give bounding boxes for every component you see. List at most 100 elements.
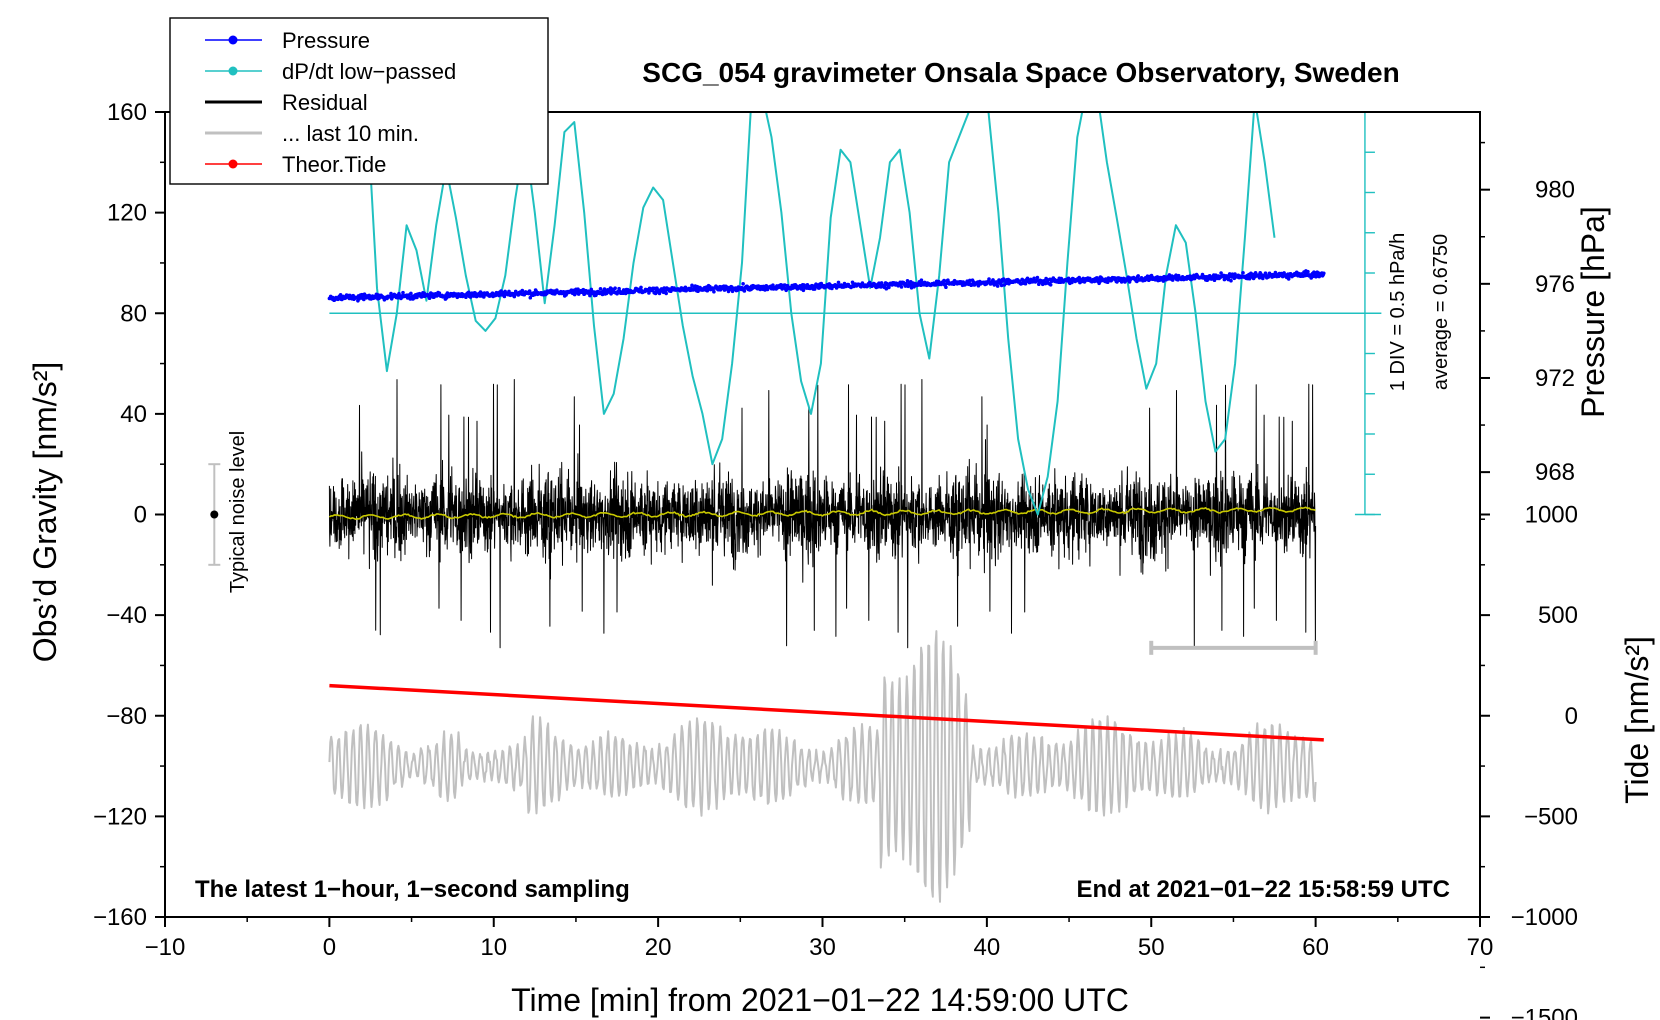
- y-tick-label: −160: [93, 904, 147, 931]
- tide-tick-label: 0: [1565, 703, 1578, 730]
- noise-bar-dot: [210, 510, 219, 519]
- legend-swatch-dot: [228, 159, 238, 169]
- pressure-point: [520, 288, 525, 293]
- pressure-point: [338, 293, 343, 297]
- pressure-point: [1322, 271, 1326, 276]
- pressure-point: [1314, 274, 1319, 279]
- pressure-point: [1023, 281, 1028, 286]
- annotation-sampling: The latest 1−hour, 1−second sampling: [195, 876, 630, 903]
- pressure-point: [712, 289, 716, 294]
- dpdt-scale-label-average: average = 0.6750: [1430, 234, 1452, 390]
- pressure-point: [1066, 276, 1071, 281]
- pressure-point: [850, 280, 855, 285]
- x-tick-label: 10: [480, 934, 507, 961]
- pressure-point: [464, 295, 468, 300]
- pressure-point: [600, 292, 605, 297]
- y-tick-label: 120: [107, 200, 147, 227]
- dpdt-scale-label-div: 1 DIV = 0.5 hPa/h: [1387, 233, 1409, 391]
- pressure-point: [1229, 278, 1233, 283]
- legend-label: Residual: [282, 90, 368, 115]
- last-10-min-line: [328, 630, 1317, 903]
- pressure-point: [1070, 280, 1074, 285]
- pressure-point: [664, 291, 668, 296]
- x-axis-title: Time [min] from 2021−01−22 14:59:00 UTC: [511, 982, 1129, 1018]
- pressure-point: [836, 280, 841, 285]
- pressure-tick-label: 972: [1535, 365, 1575, 392]
- pressure-point: [1306, 269, 1310, 274]
- pressure-point: [1035, 275, 1040, 280]
- pressure-point: [1253, 271, 1258, 275]
- pressure-point: [690, 283, 694, 288]
- pressure-tick-label: 976: [1535, 271, 1575, 298]
- x-tick-label: 30: [809, 934, 836, 961]
- residual-line: [328, 379, 1317, 649]
- pressure-point: [1115, 280, 1119, 284]
- pressure-point: [742, 289, 747, 293]
- y-axis-title-pressure: Pressure [hPa]: [1575, 206, 1611, 418]
- plot-area: [327, 112, 1382, 903]
- legend-label: Theor.Tide: [282, 152, 386, 177]
- x-tick-label: 0: [323, 934, 336, 961]
- tide-tick-label: 500: [1538, 602, 1578, 629]
- pressure-point: [572, 292, 577, 297]
- pressure-point: [598, 287, 603, 291]
- y-tick-label: 40: [120, 401, 147, 428]
- tide-line: [329, 683, 1324, 742]
- pressure-point: [944, 285, 948, 290]
- y-tick-label: −40: [106, 602, 147, 629]
- tide-tick-label: −1000: [1511, 904, 1578, 931]
- pressure-point: [1048, 283, 1053, 287]
- pressure-point: [995, 284, 1000, 288]
- legend-swatch-dot: [228, 35, 238, 45]
- x-tick-label: 70: [1467, 934, 1494, 961]
- y-axis-title-tide: Tide [nm/s²]: [1619, 636, 1655, 804]
- legend-label: dP/dt low−passed: [282, 59, 456, 84]
- y-tick-label: −80: [106, 703, 147, 730]
- pressure-point: [968, 278, 972, 283]
- x-tick-label: 60: [1302, 934, 1329, 961]
- tide-tick-label: −1500: [1511, 1005, 1578, 1020]
- legend-swatch-dot: [228, 66, 238, 76]
- annotation-end-time: End at 2021−01−22 15:58:59 UTC: [1076, 876, 1450, 903]
- residual-mean-line: [328, 506, 1316, 521]
- pressure-point: [1212, 278, 1217, 283]
- pressure-point: [887, 285, 891, 290]
- pressure-point: [499, 289, 503, 293]
- legend-label: ... last 10 min.: [282, 121, 419, 146]
- legend: Pressure dP/dt low−passed Residual ... last…: [169, 17, 549, 185]
- pressure-point: [783, 283, 787, 287]
- y-tick-label: −120: [93, 803, 147, 830]
- y-axis-title-left: Obs’d Gravity [nm/s²]: [27, 362, 63, 663]
- x-tick-label: 40: [974, 934, 1001, 961]
- chart-title: SCG_054 gravimeter Onsala Space Observat…: [642, 57, 1399, 88]
- pressure-point: [639, 285, 643, 290]
- y-tick-label: 160: [107, 99, 147, 126]
- y-tick-label: 0: [134, 502, 147, 529]
- pressure-point: [1105, 280, 1110, 285]
- legend-label: Pressure: [282, 28, 370, 53]
- pressure-points: [327, 269, 1326, 303]
- pressure-point: [1241, 271, 1245, 275]
- pressure-point: [801, 288, 806, 293]
- pressure-point: [1136, 274, 1140, 278]
- dpdt-line: [328, 112, 1276, 516]
- pressure-point: [662, 286, 666, 290]
- pressure-point: [1219, 271, 1223, 275]
- pressure-point: [389, 291, 393, 296]
- pressure-point: [401, 290, 405, 295]
- pressure-point: [1032, 276, 1036, 281]
- x-tick-label: −10: [145, 934, 186, 961]
- pressure-point: [409, 291, 413, 296]
- pressure-tick-label: 968: [1535, 459, 1575, 486]
- tide-tick-label: 1000: [1525, 502, 1578, 529]
- pressure-point: [987, 277, 991, 281]
- pressure-point: [1261, 276, 1265, 281]
- x-tick-label: 20: [645, 934, 672, 961]
- tide-tick-label: −500: [1524, 803, 1578, 830]
- x-tick-label: 50: [1138, 934, 1165, 961]
- pressure-point: [397, 291, 401, 296]
- pressure-point: [999, 283, 1004, 288]
- pressure-point: [899, 285, 904, 289]
- pressure-point: [1286, 277, 1291, 281]
